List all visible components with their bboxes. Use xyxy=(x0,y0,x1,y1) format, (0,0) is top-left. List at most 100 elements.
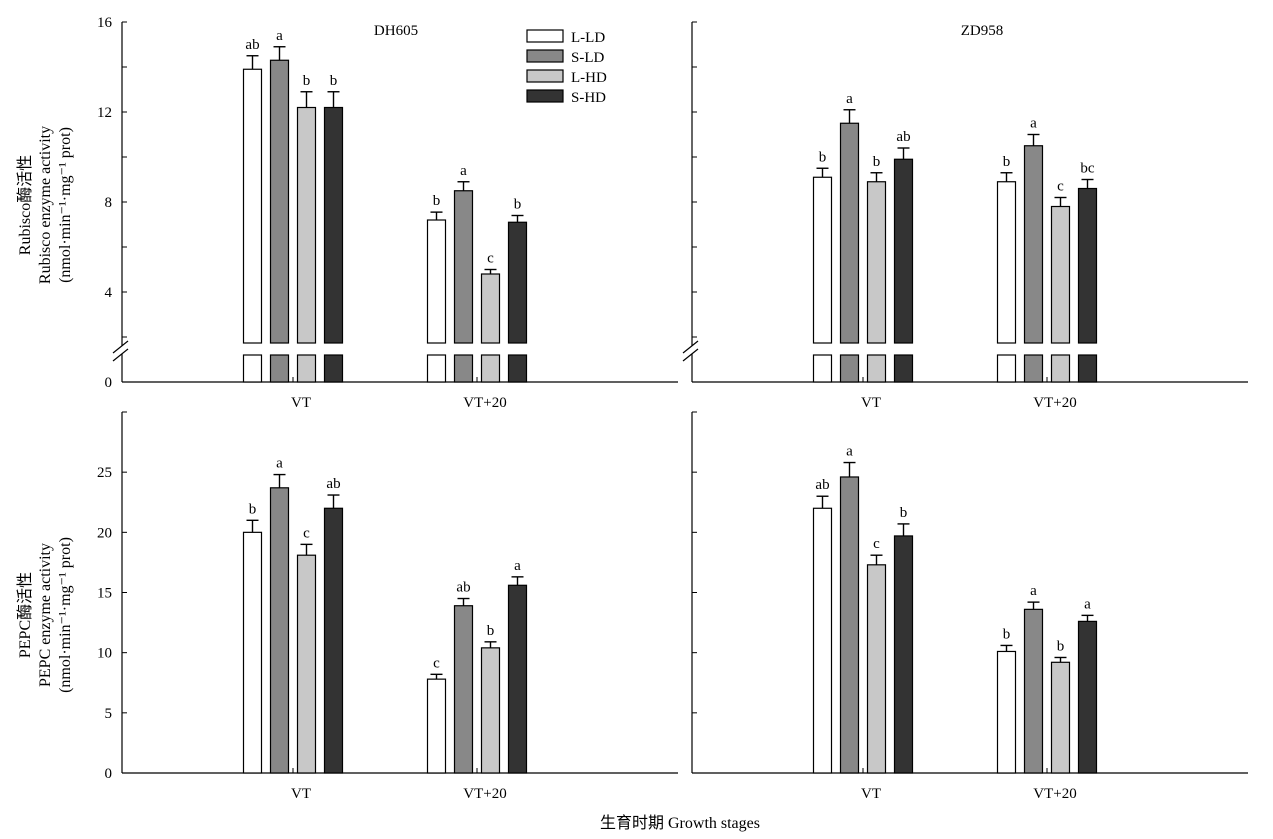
x-tick-label: VT+20 xyxy=(463,786,506,802)
bar-L-LD-VT+20 xyxy=(996,181,1017,344)
bar-L-HD-VT+20 xyxy=(480,647,501,774)
rubisco-y-title-line3: (nmol·min⁻¹·mg⁻¹ prot) xyxy=(57,127,74,283)
bar-S-LD-VT xyxy=(269,59,290,344)
bar-base-L-HD-VT+20 xyxy=(480,354,501,383)
panel-title: DH605 xyxy=(374,23,418,39)
significance-letter: a xyxy=(276,28,283,44)
significance-letter: b xyxy=(900,505,908,521)
bar-base-L-HD-VT+20 xyxy=(1050,354,1071,383)
significance-letter: b xyxy=(1057,638,1065,654)
bar-base-S-LD-VT+20 xyxy=(1023,354,1044,383)
significance-letter: a xyxy=(846,444,853,460)
bar-S-LD-VT+20 xyxy=(1023,608,1044,774)
bar-L-HD-VT+20 xyxy=(1050,661,1071,774)
significance-letter: a xyxy=(1030,583,1037,599)
bar-base-L-LD-VT+20 xyxy=(426,354,447,383)
bar-base-S-HD-VT xyxy=(323,354,344,383)
bar-S-HD-VT xyxy=(323,507,344,774)
y-tick-label: 20 xyxy=(97,525,112,541)
legend-swatch xyxy=(526,89,564,103)
legend-label: S-HD xyxy=(571,90,606,106)
legend-swatch xyxy=(526,49,564,63)
bar-L-HD-VT+20 xyxy=(480,273,501,344)
axis-break-gap xyxy=(118,346,126,354)
significance-letter: b xyxy=(514,197,522,213)
bar-base-S-LD-VT xyxy=(269,354,290,383)
y-tick-label: 0 xyxy=(105,375,113,391)
legend-item: S-HD xyxy=(526,89,606,106)
significance-letter: a xyxy=(1030,116,1037,132)
y-tick-label: 25 xyxy=(97,465,112,481)
axis-break-mark xyxy=(112,340,129,354)
y-tick-label: 16 xyxy=(97,15,113,31)
significance-letter: b xyxy=(819,149,827,165)
bar-base-L-LD-VT xyxy=(812,354,833,383)
bar-L-HD-VT+20 xyxy=(1050,205,1071,344)
y-tick-label: 4 xyxy=(105,285,113,301)
bar-S-HD-VT xyxy=(893,158,914,344)
x-tick-label: VT xyxy=(861,395,881,411)
legend-item: L-HD xyxy=(526,69,607,86)
significance-letter: a xyxy=(514,558,521,574)
y-tick-label: 8 xyxy=(105,195,113,211)
y-tick-label: 10 xyxy=(97,646,112,662)
significance-letter: b xyxy=(1003,626,1011,642)
bar-S-LD-VT xyxy=(269,487,290,774)
y-tick-label: 15 xyxy=(97,586,112,602)
bar-S-HD-VT xyxy=(893,535,914,774)
significance-letter: ab xyxy=(896,129,910,145)
pepc-y-title-line2: PEPC enzyme activity xyxy=(37,543,54,687)
bar-base-S-HD-VT+20 xyxy=(507,354,528,383)
significance-letter: c xyxy=(1057,179,1064,195)
y-tick-label: 0 xyxy=(105,766,113,782)
x-tick-label: VT+20 xyxy=(1033,786,1076,802)
rubisco-y-title-line1: Rubisco酶活性 xyxy=(16,155,34,255)
significance-letter: ab xyxy=(326,476,340,492)
bar-S-HD-VT xyxy=(323,106,344,344)
bar-base-S-HD-VT+20 xyxy=(1077,354,1098,383)
axis-break-mark xyxy=(682,348,699,362)
bar-S-LD-VT+20 xyxy=(453,605,474,774)
bar-L-LD-VT xyxy=(242,531,263,774)
bar-base-S-LD-VT xyxy=(839,354,860,383)
bar-L-HD-VT xyxy=(866,181,887,344)
bar-S-HD-VT+20 xyxy=(507,584,528,774)
significance-letter: b xyxy=(433,193,441,209)
significance-letter: a xyxy=(276,456,283,472)
significance-letter: b xyxy=(487,623,495,639)
legend-label: L-HD xyxy=(571,70,607,86)
legend-label: L-LD xyxy=(571,30,605,46)
x-tick-label: VT xyxy=(291,786,311,802)
bar-L-LD-VT+20 xyxy=(426,219,447,344)
pepc-y-title-line1: PEPC酶活性 xyxy=(16,572,34,658)
x-tick-label: VT+20 xyxy=(1033,395,1076,411)
bar-base-L-HD-VT xyxy=(296,354,317,383)
bar-L-LD-VT xyxy=(242,68,263,344)
bar-L-HD-VT xyxy=(866,564,887,774)
bar-S-HD-VT+20 xyxy=(507,221,528,344)
bar-L-HD-VT xyxy=(296,106,317,344)
legend-item: S-LD xyxy=(526,49,605,66)
bar-L-LD-VT xyxy=(812,507,833,774)
significance-letter: b xyxy=(330,73,338,89)
bar-S-LD-VT+20 xyxy=(1023,145,1044,344)
legend: L-LD S-LD L-HD S-HD xyxy=(526,29,607,106)
bar-S-LD-VT xyxy=(839,122,860,344)
significance-letter: c xyxy=(433,655,440,671)
significance-letter: b xyxy=(873,154,881,170)
axis-break-mark xyxy=(112,348,129,362)
y-tick-label: 12 xyxy=(97,105,112,121)
x-tick-label: VT+20 xyxy=(463,395,506,411)
panel-title: ZD958 xyxy=(961,23,1004,39)
significance-letter: a xyxy=(460,163,467,179)
pepc-y-axis-title: PEPC酶活性 PEPC enzyme activity (nmol·min⁻¹… xyxy=(16,537,74,693)
panel-4: VT VT+20 ab b a a c b b a xyxy=(691,411,1248,802)
legend-swatch xyxy=(526,29,564,43)
significance-letter: ab xyxy=(456,580,470,596)
bar-base-S-HD-VT xyxy=(893,354,914,383)
significance-letter: a xyxy=(846,91,853,107)
